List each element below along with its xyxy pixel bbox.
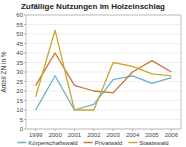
y-tick-label: 50 <box>16 31 23 37</box>
legend-swatch <box>128 142 137 144</box>
y-tick-label: 15 <box>16 98 23 104</box>
grid-line <box>26 34 181 35</box>
x-tick <box>55 129 56 131</box>
grid-line <box>26 110 181 111</box>
y-tick-label: 60 <box>16 12 23 18</box>
title: Zufällige Nutzungen im Holzeinschlag <box>21 2 165 11</box>
grid-line <box>26 24 181 25</box>
y-tick-label: 35 <box>16 60 23 66</box>
x-tick <box>171 129 172 131</box>
x-tick-label: 2006 <box>165 132 179 138</box>
grid-line <box>26 100 181 101</box>
x-tick-label: 2001 <box>68 132 82 138</box>
x-tick-label: 1999 <box>29 132 43 138</box>
legend-label: Körperschaftswald <box>28 140 77 146</box>
legend-label: Staatswald <box>139 140 168 146</box>
chart: Zufällige Nutzungen im Holzeinschlag 0 5 10… <box>0 0 186 147</box>
x-tick <box>35 129 36 131</box>
legend-item: Privatwald <box>84 140 123 146</box>
grid-line <box>26 43 181 44</box>
x-tick <box>74 129 75 131</box>
x-tick <box>151 129 152 131</box>
grid-line <box>26 72 181 73</box>
legend-swatch <box>84 142 93 144</box>
plot-frame <box>26 15 181 129</box>
lines <box>36 30 172 110</box>
y-tick-label: 30 <box>16 69 23 75</box>
legend-swatch <box>17 142 26 144</box>
grid-line <box>26 119 181 120</box>
y-tick-label: 20 <box>16 88 23 94</box>
grid <box>26 15 181 129</box>
y-tick-label: 10 <box>16 107 23 113</box>
x-tick <box>132 129 133 131</box>
y-tick-label: 45 <box>16 41 23 47</box>
y-tick-label: 40 <box>16 50 23 56</box>
y-axis-label: Anteil ZN in % <box>0 51 7 92</box>
series-line <box>36 76 172 110</box>
grid-line <box>26 53 181 54</box>
y-tick-label: 25 <box>16 79 23 85</box>
legend-item: Staatswald <box>128 140 168 146</box>
x-tick-label: 2002 <box>87 132 101 138</box>
x-tick-label: 2005 <box>145 132 159 138</box>
y-tick-label: 55 <box>16 22 23 28</box>
x-tick-label: 2004 <box>126 132 140 138</box>
y-tick-label: 5 <box>20 117 24 123</box>
x-tick <box>93 129 94 131</box>
x-tick-label: 2003 <box>107 132 121 138</box>
legend-item: Körperschaftswald <box>17 140 77 146</box>
y-tick-label: 0 <box>20 126 24 132</box>
x-tick-label: 2000 <box>48 132 62 138</box>
legend-label: Privatwald <box>95 140 123 146</box>
legend: Körperschaftswald Privatwald Staatswald <box>17 140 168 146</box>
x-tick <box>113 129 114 131</box>
series-line <box>36 30 172 110</box>
